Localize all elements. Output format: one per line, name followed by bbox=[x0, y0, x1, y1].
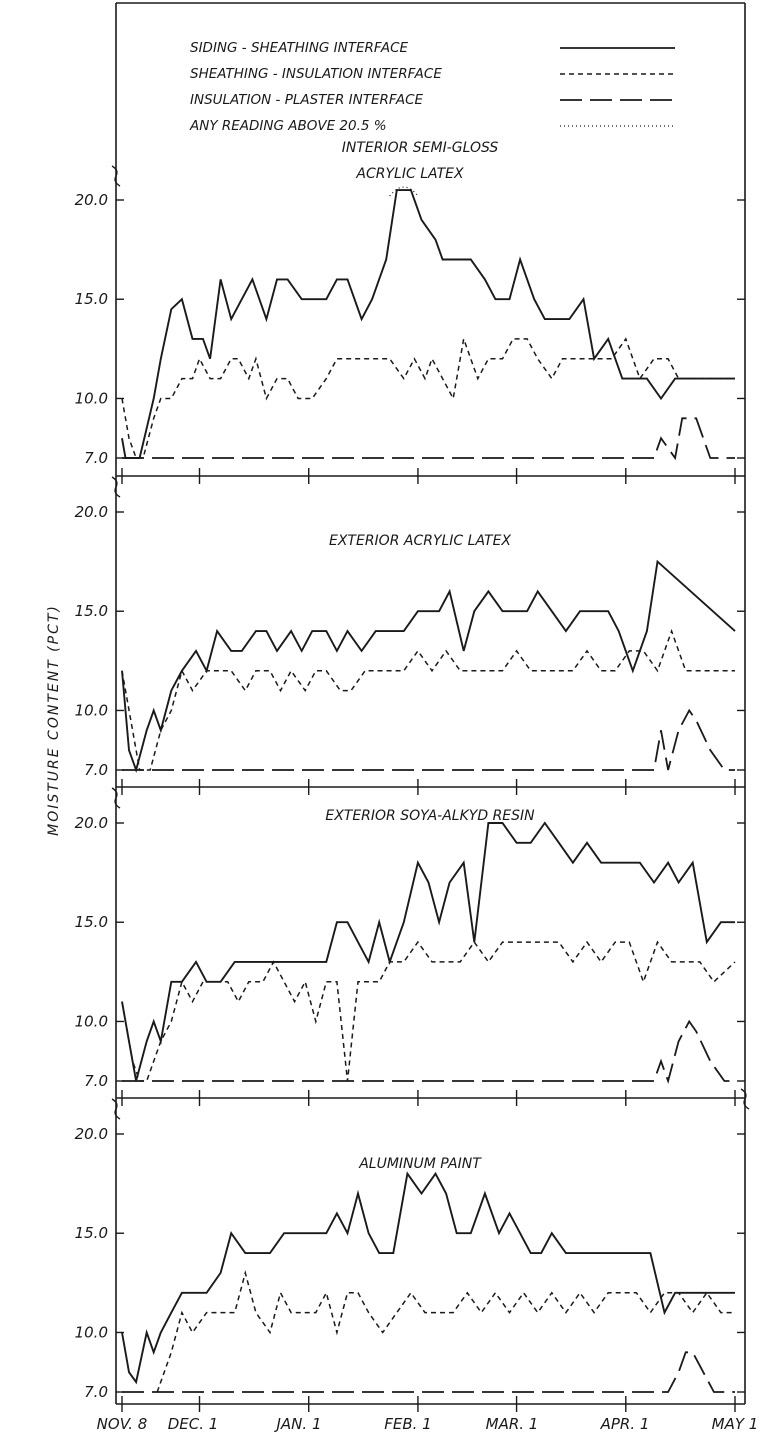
legend-item-siding-sheathing: SIDING - SHEATHING INTERFACE bbox=[190, 40, 675, 56]
series-line-siding-sheathing bbox=[121, 821, 735, 1082]
y-tick-label: 20.0 bbox=[75, 1125, 108, 1143]
y-tick-label: 10.0 bbox=[75, 389, 108, 407]
series-line-insulation-plaster bbox=[122, 417, 735, 461]
legend-label-siding-sheathing: SIDING - SHEATHING INTERFACE bbox=[190, 40, 409, 56]
series-line-siding-sheathing bbox=[121, 189, 735, 459]
panel-title: EXTERIOR SOYA-ALKYD RESIN bbox=[325, 808, 535, 824]
panel-title: EXTERIOR ACRYLIC LATEX bbox=[329, 533, 511, 549]
panel-3: 7.0 10.0 15.0 20.0 EXTERIOR SOYA-ALKYD RESIN bbox=[75, 808, 745, 1106]
axis-break-marks bbox=[111, 165, 750, 1120]
y-tick-label: 15.0 bbox=[75, 602, 108, 620]
series-line-sheathing-insulation bbox=[156, 1269, 735, 1393]
x-axis-tick-labels: NOV. 8 DEC. 1 JAN. 1 FEB. 1 MAR. 1 APR. … bbox=[97, 1415, 759, 1433]
legend-item-insulation-plaster: INSULATION - PLASTER INTERFACE bbox=[190, 92, 675, 108]
x-tick-label: APR. 1 bbox=[600, 1415, 650, 1433]
chart-panels: 7.0 10.0 15.0 20.0 INTERIOR SEMI-GLOSS ACRYLI… bbox=[75, 140, 745, 1412]
legend-item-above-20-5: ANY READING ABOVE 20.5 % bbox=[189, 118, 675, 134]
y-axis-label: MOISTURE CONTENT (PCT) bbox=[46, 604, 62, 836]
y-tick-label: 20.0 bbox=[75, 814, 108, 832]
x-tick-label: MAR. 1 bbox=[486, 1415, 539, 1433]
series-line-above-20-5 bbox=[389, 186, 419, 197]
y-tick-label: 10.0 bbox=[75, 1323, 108, 1341]
legend-item-sheathing-insulation: SHEATHING - INSULATION INTERFACE bbox=[190, 66, 675, 82]
panel-title: ACRYLIC LATEX bbox=[355, 166, 464, 182]
y-tick-label: 20.0 bbox=[75, 503, 108, 521]
series-line-sheathing-insulation bbox=[121, 628, 735, 771]
chart-frame bbox=[115, 2, 746, 1405]
y-tick-label: 20.0 bbox=[75, 191, 108, 209]
y-tick-label: 7.0 bbox=[84, 1072, 108, 1090]
x-tick-label: FEB. 1 bbox=[384, 1415, 431, 1433]
panel-title: ALUMINUM PAINT bbox=[358, 1156, 482, 1172]
y-tick-label: 15.0 bbox=[75, 913, 108, 931]
series-line-sheathing-insulation bbox=[121, 335, 735, 459]
y-tick-label: 7.0 bbox=[84, 761, 108, 779]
x-tick-label: NOV. 8 bbox=[97, 1415, 148, 1433]
series-line-insulation-plaster bbox=[122, 1019, 735, 1085]
panel-4: 7.0 10.0 15.0 20.0 ALUMINUM PAINT bbox=[75, 1125, 745, 1412]
series-line-siding-sheathing bbox=[121, 1171, 735, 1385]
y-tick-label: 10.0 bbox=[75, 1012, 108, 1030]
legend-label-sheathing-insulation: SHEATHING - INSULATION INTERFACE bbox=[190, 66, 442, 82]
y-tick-label: 10.0 bbox=[75, 701, 108, 719]
x-tick-label: DEC. 1 bbox=[168, 1415, 219, 1433]
x-tick-label: MAY 1 bbox=[712, 1415, 759, 1433]
series-line-insulation-plaster bbox=[122, 1351, 735, 1393]
y-tick-label: 7.0 bbox=[84, 449, 108, 467]
y-tick-label: 7.0 bbox=[84, 1383, 108, 1401]
series-line-insulation-plaster bbox=[122, 708, 735, 771]
series-line-sheathing-insulation bbox=[121, 940, 736, 1082]
y-tick-label: 15.0 bbox=[75, 290, 108, 308]
series-line-siding-sheathing bbox=[121, 559, 736, 774]
legend-label-insulation-plaster: INSULATION - PLASTER INTERFACE bbox=[190, 92, 423, 108]
y-tick-label: 15.0 bbox=[75, 1224, 108, 1242]
panel-title: INTERIOR SEMI-GLOSS bbox=[342, 140, 499, 156]
x-tick-label: JAN. 1 bbox=[274, 1415, 322, 1433]
panel-2: 7.0 10.0 15.0 20.0 EXTERIOR ACRYLIC LATEX bbox=[75, 503, 745, 795]
panel-1: 7.0 10.0 15.0 20.0 INTERIOR SEMI-GLOSS ACRYLI… bbox=[75, 140, 745, 484]
legend: SIDING - SHEATHING INTERFACE SHEATHING -… bbox=[189, 40, 675, 134]
legend-label-above-20-5: ANY READING ABOVE 20.5 % bbox=[189, 118, 387, 134]
